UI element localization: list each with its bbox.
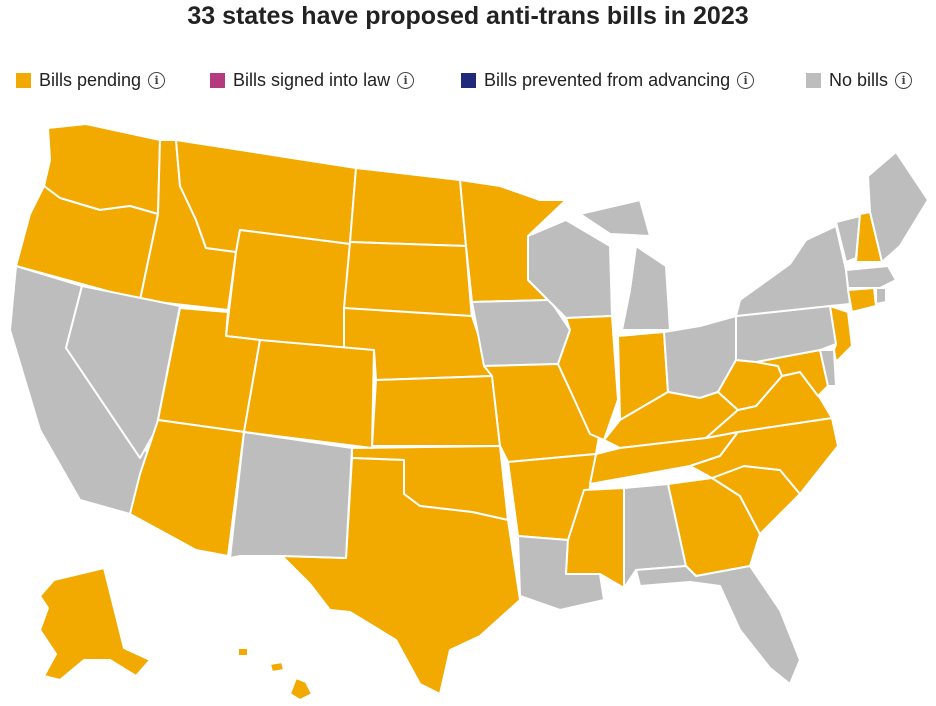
state-wy[interactable]	[225, 229, 351, 351]
legend-item-none: No bills i	[806, 70, 913, 91]
state-de[interactable]	[819, 349, 837, 387]
state-ct[interactable]	[847, 287, 877, 313]
state-nj[interactable]	[829, 305, 853, 363]
state-me[interactable]	[867, 151, 929, 263]
legend-label-prevented: Bills prevented from advancing	[484, 70, 731, 90]
legend-label-signed: Bills signed into law	[233, 70, 391, 90]
state-ak[interactable]	[39, 567, 151, 681]
state-ny[interactable]	[735, 225, 851, 317]
legend-swatch-pending	[16, 73, 31, 88]
info-icon[interactable]: i	[737, 72, 755, 89]
state-ia[interactable]	[471, 299, 571, 367]
info-icon[interactable]: i	[397, 72, 415, 89]
state-hi[interactable]	[237, 647, 313, 701]
legend-label-pending: Bills pending	[39, 70, 142, 90]
info-icon[interactable]: i	[148, 72, 166, 89]
state-nm[interactable]	[229, 431, 353, 559]
state-nd[interactable]	[349, 167, 467, 247]
state-ma[interactable]	[845, 265, 897, 289]
state-il[interactable]	[557, 315, 619, 441]
map-title: 33 states have proposed anti-trans bills…	[187, 2, 749, 30]
legend-label-none: No bills	[829, 70, 889, 90]
legend-swatch-signed	[210, 73, 225, 88]
state-nc[interactable]	[689, 417, 839, 495]
legend: Bills pending i Bills signed into law i …	[16, 70, 926, 94]
legend-item-signed: Bills signed into law i	[210, 70, 415, 91]
legend-swatch-none	[806, 73, 821, 88]
state-nv[interactable]	[65, 285, 181, 459]
legend-swatch-prevented	[461, 73, 476, 88]
state-co[interactable]	[243, 339, 375, 449]
state-ks[interactable]	[371, 375, 501, 447]
state-mi[interactable]	[579, 199, 671, 331]
us-state-map	[9, 123, 929, 701]
legend-item-prevented: Bills prevented from advancing i	[461, 70, 755, 91]
state-fl[interactable]	[635, 565, 801, 685]
info-icon[interactable]: i	[895, 72, 913, 89]
state-tx[interactable]	[281, 457, 521, 695]
legend-item-pending: Bills pending i	[16, 70, 166, 91]
state-ri[interactable]	[875, 287, 887, 305]
